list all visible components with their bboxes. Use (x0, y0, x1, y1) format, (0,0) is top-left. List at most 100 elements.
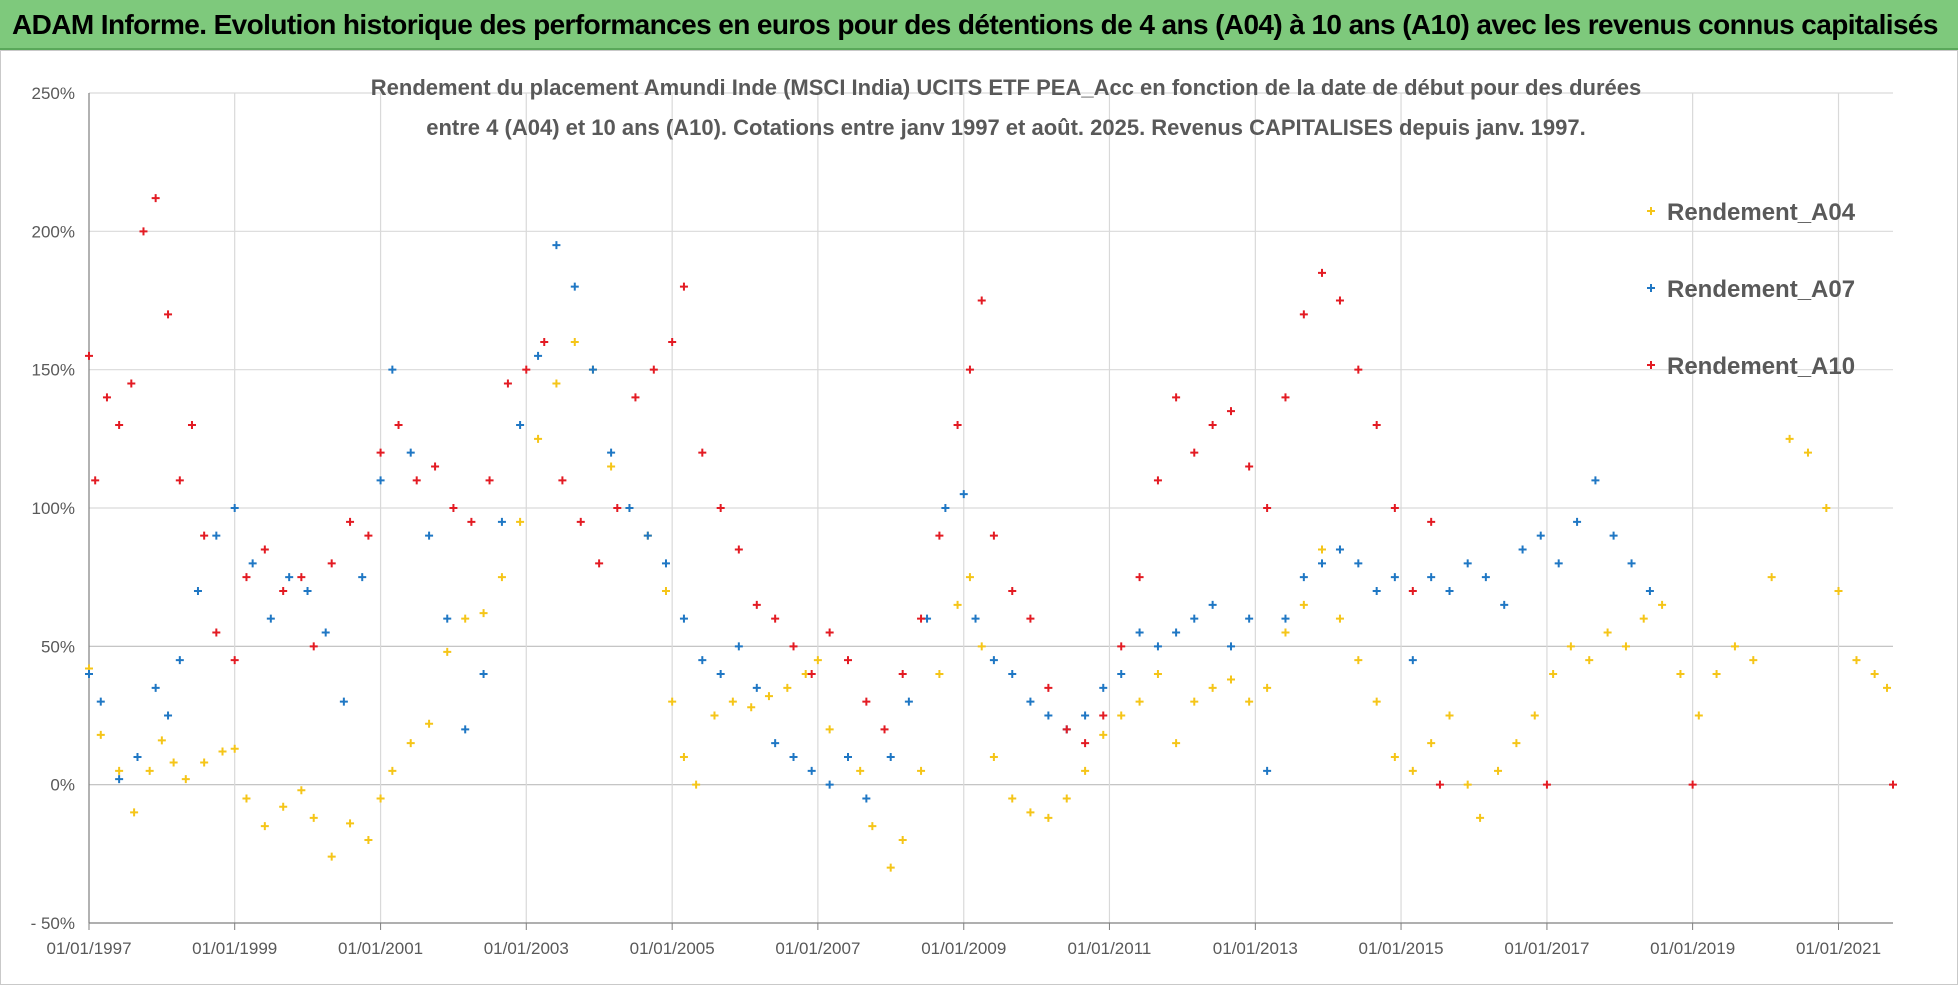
data-point (1512, 739, 1521, 748)
data-point (625, 504, 634, 512)
data-point (376, 448, 385, 457)
data-point (613, 504, 622, 512)
x-tick-label: 01/01/2003 (484, 939, 569, 958)
data-point (516, 517, 525, 526)
data-point (989, 656, 998, 665)
data-point (1299, 573, 1308, 582)
data-point (668, 697, 677, 706)
data-point (1445, 711, 1454, 720)
data-point (1062, 794, 1071, 803)
y-tick-label: 250% (32, 84, 75, 103)
data-point (953, 600, 962, 609)
data-point (1621, 642, 1630, 651)
data-point (941, 504, 950, 512)
points-layer (85, 194, 1897, 872)
data-point (679, 614, 688, 623)
data-point (844, 656, 853, 665)
data-point (1688, 780, 1697, 789)
data-point (1026, 808, 1035, 817)
data-point (376, 794, 385, 803)
data-point (1226, 407, 1235, 416)
y-tick-label: 0% (50, 776, 75, 795)
header-banner: ADAM Informe. Evolution historique des p… (0, 0, 1958, 50)
data-point (1494, 766, 1503, 775)
data-point (461, 725, 470, 734)
data-point (212, 628, 221, 637)
data-point (844, 753, 853, 761)
data-point (181, 775, 190, 784)
data-point (1117, 642, 1126, 651)
data-point (1390, 573, 1399, 582)
data-point (807, 766, 816, 775)
data-point (716, 670, 725, 678)
data-point (1117, 711, 1126, 720)
data-point (212, 531, 221, 540)
data-point (1153, 476, 1162, 485)
data-point (497, 573, 506, 582)
data-point (1135, 697, 1144, 706)
data-point (169, 758, 178, 767)
data-point (461, 614, 470, 623)
data-point (1542, 780, 1551, 789)
data-point (1609, 531, 1618, 540)
data-point (935, 531, 944, 540)
data-point (1603, 628, 1612, 637)
y-tick-label: - 50% (31, 914, 75, 933)
data-point (1135, 573, 1144, 582)
data-point (868, 822, 877, 831)
series-Rendement_A10 (85, 194, 1897, 789)
data-point (752, 600, 761, 609)
data-point (1803, 448, 1812, 457)
data-point (327, 852, 336, 861)
data-point (425, 719, 434, 728)
data-point (607, 462, 616, 471)
data-point (1730, 642, 1739, 651)
data-point (607, 448, 616, 457)
data-point (588, 365, 597, 374)
data-point (1408, 766, 1417, 775)
data-point (1208, 683, 1217, 692)
data-point (1427, 573, 1436, 582)
data-point (175, 476, 184, 485)
data-point (783, 683, 792, 692)
data-point (1172, 628, 1181, 637)
scatter-chart: - 50% 0% 50% 100% 150% 200% 250% 01/01/1997 01/0… (31, 75, 1897, 958)
data-point (115, 421, 124, 429)
data-point (1245, 697, 1254, 706)
data-point (1639, 614, 1648, 623)
data-point (139, 227, 148, 236)
data-point (1767, 573, 1776, 582)
data-point (346, 517, 355, 526)
data-point (1585, 656, 1594, 665)
data-point (1354, 656, 1363, 665)
data-point (1372, 697, 1381, 706)
data-point (145, 766, 154, 775)
data-point (1245, 614, 1254, 623)
data-point (898, 670, 907, 678)
data-point (825, 628, 834, 637)
data-point (534, 434, 543, 443)
data-point (917, 614, 926, 623)
data-point (1530, 711, 1539, 720)
x-tick-label: 01/01/2005 (630, 939, 715, 958)
data-point (771, 614, 780, 623)
data-point (309, 642, 318, 651)
data-point (668, 338, 677, 346)
data-point (303, 587, 312, 595)
data-point (1694, 711, 1703, 720)
x-tick-label: 01/01/2009 (921, 939, 1006, 958)
data-point (1500, 600, 1509, 609)
data-point (825, 725, 834, 734)
data-point (200, 758, 209, 767)
data-point (1263, 766, 1272, 775)
data-point (1153, 642, 1162, 651)
data-point (534, 351, 543, 360)
data-point (406, 739, 415, 748)
data-point (1445, 587, 1454, 595)
x-tick-label: 01/01/2017 (1504, 939, 1589, 958)
data-point (130, 808, 139, 817)
data-point (1372, 421, 1381, 429)
data-point (728, 697, 737, 706)
data-point (1554, 559, 1563, 568)
data-point (1226, 675, 1235, 684)
